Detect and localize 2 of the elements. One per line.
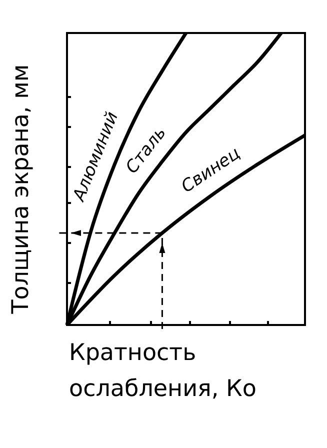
- x-axis-title: Кратность ослабления, Ко: [69, 339, 258, 404]
- y-axis-title: Толщина экрана, мм: [8, 64, 34, 315]
